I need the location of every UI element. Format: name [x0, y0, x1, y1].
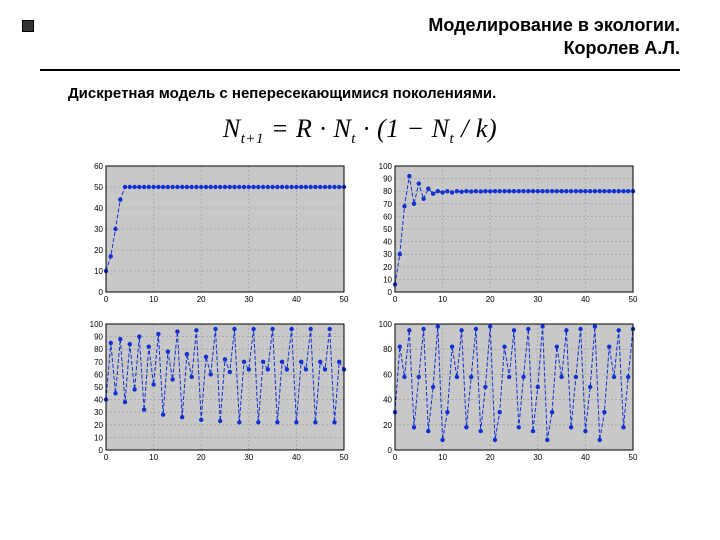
svg-text:0: 0: [99, 288, 104, 297]
svg-text:60: 60: [94, 162, 103, 171]
svg-text:10: 10: [383, 276, 392, 285]
svg-text:20: 20: [94, 246, 103, 255]
svg-text:0: 0: [388, 446, 393, 455]
svg-text:80: 80: [383, 345, 392, 354]
chart-panel-0: 0 10 20 30 40 50 0 10 20 30 40 50 60: [80, 162, 351, 308]
title-line-1: Моделирование в экологии.: [40, 14, 680, 37]
svg-text:30: 30: [94, 225, 103, 234]
svg-text:10: 10: [149, 295, 158, 304]
svg-text:50: 50: [340, 295, 349, 304]
svg-text:0: 0: [99, 446, 104, 455]
divider: [40, 69, 680, 71]
svg-text:40: 40: [292, 295, 301, 304]
svg-text:0: 0: [393, 453, 398, 462]
svg-text:100: 100: [379, 162, 393, 171]
equation: Nt+1 = R · Nt · (1 − Nt / k): [40, 114, 680, 148]
svg-text:40: 40: [383, 238, 392, 247]
svg-text:50: 50: [629, 295, 638, 304]
svg-text:40: 40: [383, 396, 392, 405]
svg-text:50: 50: [383, 225, 392, 234]
svg-text:30: 30: [94, 408, 103, 417]
svg-text:20: 20: [383, 263, 392, 272]
svg-text:10: 10: [438, 453, 447, 462]
svg-text:50: 50: [340, 453, 349, 462]
subtitle: Дискретная модель с непересекающимися по…: [68, 85, 680, 102]
svg-text:10: 10: [438, 295, 447, 304]
chart-panel-1: 0 10 20 30 40 50 0 10 20 30 40 50 60 70 80 90 100: [369, 162, 640, 308]
svg-text:10: 10: [94, 267, 103, 276]
svg-text:20: 20: [197, 295, 206, 304]
svg-text:30: 30: [383, 250, 392, 259]
svg-text:20: 20: [486, 295, 495, 304]
svg-text:0: 0: [104, 453, 109, 462]
svg-text:40: 40: [94, 396, 103, 405]
svg-text:60: 60: [383, 213, 392, 222]
svg-text:50: 50: [629, 453, 638, 462]
chart-grid: 0 10 20 30 40 50 0 10 20 30 40 50 60 0 10 20 30 40 50 0 10 2…: [80, 162, 640, 466]
svg-text:60: 60: [94, 371, 103, 380]
svg-text:20: 20: [197, 453, 206, 462]
svg-text:50: 50: [94, 183, 103, 192]
svg-text:30: 30: [533, 453, 542, 462]
svg-text:40: 40: [292, 453, 301, 462]
svg-text:100: 100: [379, 320, 393, 329]
svg-text:50: 50: [94, 383, 103, 392]
svg-text:70: 70: [94, 358, 103, 367]
chart-panel-2: 0 10 20 30 40 50 0 10 20 30 40 50 60 70 80 90 100: [80, 320, 351, 466]
slide-bullet: [22, 20, 34, 32]
svg-text:80: 80: [94, 345, 103, 354]
svg-text:20: 20: [486, 453, 495, 462]
svg-text:20: 20: [94, 421, 103, 430]
svg-text:30: 30: [244, 453, 253, 462]
svg-text:10: 10: [94, 434, 103, 443]
svg-text:30: 30: [244, 295, 253, 304]
svg-text:0: 0: [388, 288, 393, 297]
svg-text:30: 30: [533, 295, 542, 304]
svg-text:80: 80: [383, 187, 392, 196]
svg-text:0: 0: [104, 295, 109, 304]
svg-text:90: 90: [94, 333, 103, 342]
svg-text:60: 60: [383, 371, 392, 380]
svg-text:90: 90: [383, 175, 392, 184]
svg-text:0: 0: [393, 295, 398, 304]
svg-text:40: 40: [581, 295, 590, 304]
svg-text:40: 40: [94, 204, 103, 213]
title-line-2: Королев А.Л.: [40, 37, 680, 60]
svg-text:20: 20: [383, 421, 392, 430]
chart-panel-3: 0 10 20 30 40 50 0 20 40 60 80 100: [369, 320, 640, 466]
svg-text:100: 100: [90, 320, 104, 329]
svg-text:70: 70: [383, 200, 392, 209]
svg-text:10: 10: [149, 453, 158, 462]
svg-text:40: 40: [581, 453, 590, 462]
